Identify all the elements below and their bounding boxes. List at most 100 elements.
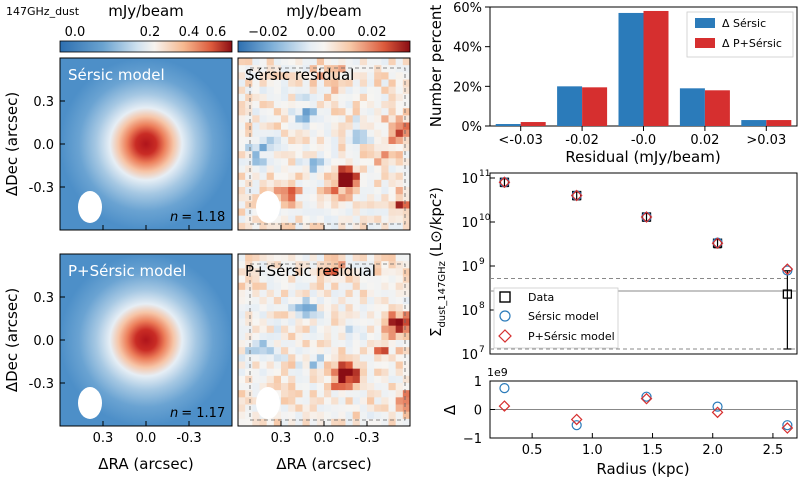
residual-pixel [316, 72, 325, 80]
residual-pixel [281, 222, 289, 230]
residual-pixel [288, 354, 296, 362]
residual-pixel [281, 93, 289, 102]
residual-pixel [245, 354, 253, 362]
residual-pixel [245, 404, 253, 413]
residual-pixel [381, 108, 389, 116]
residual-pixel [309, 187, 318, 195]
residual-pixel [309, 282, 318, 291]
residual-pixel [238, 304, 246, 312]
residual-pixel [281, 375, 289, 384]
profile-ylabel-symbol: Σ [427, 328, 445, 337]
residual-pixel [381, 311, 389, 319]
residual-pixel [324, 144, 332, 152]
residual-pixel [395, 304, 404, 312]
profile-ylabel: Σdust_147GHz (L⊙/kpc²) [427, 187, 448, 337]
residual-pixel [345, 172, 354, 181]
residual-pixel [381, 158, 389, 166]
colorbar2-tick: −0.02 [248, 25, 288, 40]
residual-pixel [238, 58, 246, 66]
residual-pixel [281, 304, 289, 312]
residual-pixel [352, 275, 361, 284]
residual-pixel [309, 318, 318, 327]
residual-pixel [316, 172, 325, 181]
residual-pixel [359, 187, 368, 195]
residual-pixel [295, 165, 303, 174]
residual-pixel [259, 347, 268, 355]
residual-pixel [316, 347, 325, 355]
residual-pixel [367, 304, 375, 312]
residual-pixel [324, 275, 332, 284]
bar-psersic [520, 122, 546, 126]
residual-pixel [324, 383, 332, 391]
residual-pixel [238, 129, 246, 138]
residual-pixel [395, 165, 404, 174]
residual-pixel [302, 79, 311, 88]
residual-pixel [352, 158, 361, 166]
residual-pixel [273, 354, 282, 362]
residual-pixel [288, 136, 296, 145]
residual-pixel [273, 304, 282, 312]
residual-pixel [345, 93, 354, 102]
residual-pixel [288, 108, 296, 116]
residual-pixel [402, 332, 410, 341]
hist-yticks: 0% 20% 40% 60% [453, 1, 490, 135]
residual-pixel [345, 361, 354, 370]
residual-pixel [374, 165, 382, 174]
residual-pixel [288, 311, 296, 319]
residual-pixel [309, 79, 318, 88]
residual-pixel [367, 418, 375, 426]
ytick-label: 10 [461, 260, 478, 275]
residual-pixel [367, 79, 375, 88]
residual-pixel [288, 222, 296, 230]
residual-pixel [238, 390, 246, 398]
delta-psersic-point [781, 422, 794, 434]
residual-pixel [273, 136, 282, 145]
sersic-index-symbol: n [170, 210, 178, 225]
residual-pixel [316, 129, 325, 138]
residual-pixel [381, 129, 389, 138]
residual-pixel [381, 332, 389, 341]
residual-pixel [295, 318, 303, 327]
residual-pixel [331, 93, 339, 102]
residual-pixel [381, 201, 389, 209]
residual-pixel [316, 179, 325, 188]
residual-pixel [238, 297, 246, 305]
residual-pixel [367, 136, 375, 145]
residual-pixel [316, 282, 325, 291]
xtick-label: 0.5 [522, 443, 543, 458]
residual-pixel [281, 129, 289, 138]
residual-pixel [281, 368, 289, 377]
residual-pixel [324, 375, 332, 384]
residual-pixel [352, 165, 361, 174]
residual-pixel [309, 368, 318, 377]
residual-pixel [238, 108, 246, 116]
residual-pixel [338, 411, 346, 420]
ytick-label: 10 [461, 348, 478, 363]
residual-pixel [259, 172, 268, 181]
residual-pixel [252, 275, 260, 284]
residual-pixel [338, 101, 346, 109]
residual-pixel [302, 368, 311, 377]
xtick-label: 2.5 [763, 443, 784, 458]
residual-pixel [331, 390, 339, 398]
residual-pixel [316, 318, 325, 327]
residual-pixel [273, 361, 282, 370]
residual-pixel [295, 325, 303, 334]
residual-pixel [316, 201, 325, 209]
residual-pixel [381, 115, 389, 123]
residual-pixel [238, 347, 246, 355]
residual-pixel [395, 108, 404, 116]
residual-pixel [273, 261, 282, 269]
residual-pixel [367, 201, 375, 209]
residual-pixel [402, 194, 410, 202]
residual-pixel [266, 289, 275, 298]
residual-pixel [395, 65, 404, 73]
delta-psersic-point [711, 406, 724, 419]
residual-pixel [245, 347, 253, 355]
residual-pixel [245, 397, 253, 405]
residual-pixel [388, 375, 397, 384]
residual-pixel [374, 136, 382, 145]
residual-pixel [316, 275, 325, 284]
residual-pixel [316, 404, 325, 413]
psersic-model-point [570, 189, 583, 202]
